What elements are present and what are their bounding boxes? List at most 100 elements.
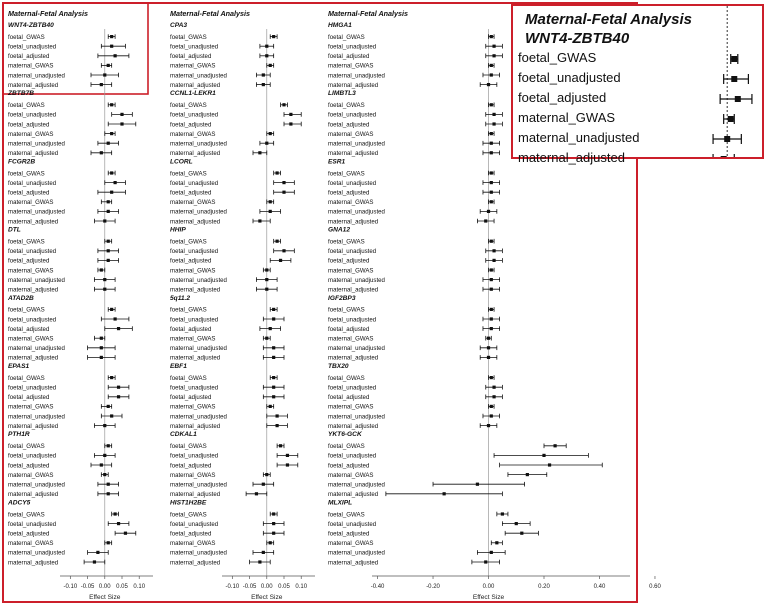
group-name: ZBTB7B bbox=[7, 90, 34, 97]
point-estimate bbox=[272, 395, 276, 399]
row-label: foetal_adjusted bbox=[170, 190, 211, 197]
row-label: maternal_GWAS bbox=[170, 63, 216, 70]
point-estimate bbox=[106, 63, 110, 67]
row-label: maternal_GWAS bbox=[8, 540, 54, 547]
row-label: foetal_GWAS bbox=[8, 443, 45, 450]
point-estimate bbox=[113, 317, 117, 321]
row-label: maternal_GWAS bbox=[170, 131, 216, 138]
row-label: maternal_GWAS bbox=[170, 199, 216, 206]
row-label: maternal_GWAS bbox=[170, 336, 216, 343]
point-estimate bbox=[282, 103, 286, 107]
point-estimate bbox=[489, 404, 493, 408]
inset-group-name: WNT4-ZBTB40 bbox=[525, 30, 630, 47]
row-label: foetal_adjusted bbox=[8, 258, 49, 265]
row-label: maternal_unadjusted bbox=[328, 482, 385, 489]
inset-title: Maternal-Fetal Analysis bbox=[525, 11, 692, 28]
point-estimate bbox=[484, 560, 488, 564]
row-label: maternal_adjusted bbox=[328, 150, 378, 157]
point-estimate bbox=[110, 35, 114, 39]
point-estimate bbox=[492, 44, 496, 48]
point-estimate bbox=[489, 200, 493, 204]
row-label: foetal_adjusted bbox=[328, 121, 369, 128]
row-label: maternal_unadjusted bbox=[8, 72, 65, 79]
point-estimate bbox=[489, 307, 493, 311]
panel-title: Maternal-Fetal Analysis bbox=[328, 9, 408, 18]
x-tick-label: -0.40 bbox=[371, 584, 385, 590]
point-estimate bbox=[285, 453, 290, 457]
point-estimate bbox=[486, 424, 491, 428]
point-estimate bbox=[106, 482, 110, 486]
point-estimate bbox=[272, 355, 276, 359]
point-estimate bbox=[492, 258, 496, 262]
point-estimate bbox=[272, 531, 276, 535]
x-tick-label: 0.60 bbox=[649, 584, 661, 590]
point-estimate bbox=[99, 151, 103, 155]
row-label: maternal_adjusted bbox=[8, 150, 58, 157]
forest-panel: Maternal-Fetal Analysis WNT4-ZBTB40 foetal… bbox=[7, 9, 153, 601]
x-tick-label: -0.10 bbox=[225, 584, 239, 590]
x-tick-label: 0.00 bbox=[483, 584, 495, 590]
first-group-highlight bbox=[2, 2, 149, 95]
point-estimate bbox=[489, 190, 493, 194]
point-estimate bbox=[489, 376, 493, 380]
point-estimate bbox=[500, 512, 504, 516]
row-label: foetal_unadjusted bbox=[328, 521, 376, 528]
inset-point-estimate bbox=[720, 156, 727, 157]
point-estimate bbox=[489, 239, 493, 243]
row-label: maternal_GWAS bbox=[328, 472, 374, 479]
point-estimate bbox=[110, 190, 114, 194]
row-label: maternal_unadjusted bbox=[8, 345, 65, 352]
point-estimate bbox=[106, 258, 110, 262]
point-estimate bbox=[272, 512, 276, 516]
x-tick-label: 0.05 bbox=[116, 584, 128, 590]
row-label: foetal_GWAS bbox=[328, 239, 365, 246]
point-estimate bbox=[106, 492, 110, 496]
point-estimate bbox=[275, 171, 279, 175]
point-estimate bbox=[275, 414, 279, 418]
point-estimate bbox=[120, 112, 124, 116]
panel-title: Maternal-Fetal Analysis bbox=[170, 9, 250, 18]
row-label: maternal_unadjusted bbox=[170, 345, 227, 352]
row-label: foetal_unadjusted bbox=[8, 385, 56, 392]
x-axis-title: Effect Size bbox=[89, 594, 121, 601]
row-label: maternal_unadjusted bbox=[170, 141, 227, 148]
point-estimate bbox=[489, 63, 493, 67]
row-label: foetal_unadjusted bbox=[170, 112, 218, 119]
point-estimate bbox=[99, 355, 103, 359]
row-label: foetal_unadjusted bbox=[328, 385, 376, 392]
group-name: WNT4-ZBTB40 bbox=[8, 22, 54, 29]
point-estimate bbox=[475, 482, 480, 486]
x-tick-label: 0.40 bbox=[594, 584, 606, 590]
row-label: foetal_GWAS bbox=[8, 307, 45, 314]
point-estimate bbox=[110, 44, 114, 48]
point-estimate bbox=[486, 355, 491, 359]
row-label: maternal_unadjusted bbox=[170, 413, 227, 420]
point-estimate bbox=[289, 122, 293, 126]
point-estimate bbox=[275, 239, 279, 243]
point-estimate bbox=[110, 307, 114, 311]
row-label: foetal_adjusted bbox=[170, 326, 211, 333]
row-label: maternal_unadjusted bbox=[328, 141, 385, 148]
row-label: maternal_adjusted bbox=[328, 491, 378, 498]
point-estimate bbox=[258, 560, 262, 564]
row-label: foetal_GWAS bbox=[170, 511, 207, 518]
point-estimate bbox=[103, 278, 107, 282]
point-estimate bbox=[268, 132, 272, 136]
row-label: maternal_adjusted bbox=[328, 355, 378, 362]
row-label: foetal_adjusted bbox=[8, 53, 49, 60]
group-name: ADCY5 bbox=[7, 499, 31, 506]
row-label: foetal_unadjusted bbox=[328, 180, 376, 187]
row-label: maternal_unadjusted bbox=[328, 345, 385, 352]
group-name: TBX20 bbox=[328, 363, 349, 370]
row-label: maternal_unadjusted bbox=[8, 482, 65, 489]
point-estimate bbox=[486, 346, 491, 350]
row-label: maternal_adjusted bbox=[8, 82, 58, 89]
point-estimate bbox=[265, 336, 269, 340]
row-label: maternal_GWAS bbox=[328, 63, 374, 70]
point-estimate bbox=[106, 444, 110, 448]
row-label: foetal_GWAS bbox=[328, 307, 365, 314]
point-estimate bbox=[489, 317, 493, 321]
row-label: maternal_GWAS bbox=[170, 540, 216, 547]
point-estimate bbox=[525, 473, 529, 477]
group-name: CDKAL1 bbox=[170, 431, 197, 438]
